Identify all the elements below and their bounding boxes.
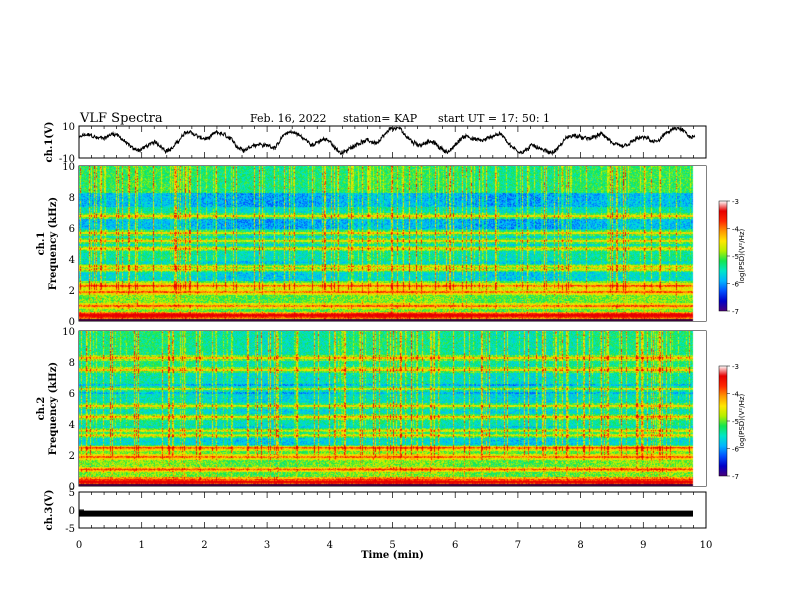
cb1-tick-label: -3 bbox=[732, 198, 739, 206]
x-axis-label: Time (min) bbox=[361, 550, 424, 561]
ch2-colorbar: -3 -4 -5 -6 -7 log(PSD)(V²/Hz) bbox=[718, 363, 746, 481]
cb1-tick-label: -5 bbox=[732, 253, 739, 261]
ch1-ytick-label: -10 bbox=[59, 154, 75, 165]
ch1-colorbar: -3 -4 -5 -6 -7 log(PSD)(V²/Hz) bbox=[718, 198, 746, 316]
cb2-tick-label: -6 bbox=[732, 446, 740, 454]
ch1-waveform-panel: 10 -10 ch.1(V) bbox=[44, 121, 707, 165]
ch2-spec-ytick-label: 10 bbox=[62, 327, 75, 338]
ch1-trace bbox=[78, 125, 696, 157]
ch3-trace bbox=[79, 510, 693, 517]
cb1-tick-label: -4 bbox=[732, 226, 740, 234]
ch3-ytick-label: 5 bbox=[69, 488, 75, 499]
ch3-panel: 5 0 -5 ch.3(V) bbox=[44, 488, 707, 535]
ch3-ytick-label: -5 bbox=[65, 524, 75, 535]
ch1-spec-ylabel: Frequency (kHz) bbox=[48, 197, 59, 290]
ch2-spec-ytick-label: 6 bbox=[69, 389, 75, 400]
ch2-spec-ytick-label: 4 bbox=[69, 420, 75, 431]
cb2-tick-label: -4 bbox=[732, 391, 740, 399]
cb1-tick-label: -6 bbox=[732, 281, 740, 289]
ch1-spec-ytick-label: 10 bbox=[62, 162, 75, 173]
x-tick-label: 10 bbox=[700, 540, 713, 551]
ch1-spec-ytick-label: 6 bbox=[69, 224, 75, 235]
ch1-spec-ytick-label: 0 bbox=[69, 317, 75, 328]
ch2-spec-ytick-label: 0 bbox=[69, 482, 75, 493]
ch2-spectrogram-image bbox=[79, 331, 706, 486]
ch3-ylabel: ch.3(V) bbox=[44, 489, 55, 530]
ch2-spec-ytick-label: 8 bbox=[69, 358, 75, 369]
station-label: station= KAP bbox=[343, 112, 418, 125]
x-tick-label: 9 bbox=[640, 540, 646, 551]
start-time-label: start UT = 17: 50: 1 bbox=[438, 112, 550, 125]
ch1-spec-ytick-label: 2 bbox=[69, 286, 75, 297]
date-label: Feb. 16, 2022 bbox=[250, 112, 327, 125]
x-tick-label: 4 bbox=[327, 540, 333, 551]
x-tick-label: 5 bbox=[389, 540, 395, 551]
ch2-spec-ytick-label: 2 bbox=[69, 451, 75, 462]
ch2-spec-ylabel: Frequency (kHz) bbox=[48, 362, 59, 455]
x-tick-label: 1 bbox=[139, 540, 145, 551]
cb1-bar bbox=[718, 200, 728, 312]
cb2-label: log(PSD)(V²/Hz) bbox=[738, 393, 746, 448]
x-tick-label: 6 bbox=[452, 540, 458, 551]
cb1-tick-label: -7 bbox=[732, 308, 739, 316]
ch1-spec-ylabel-top: ch.1 bbox=[36, 232, 47, 256]
ch2-spec-ylabel-top: ch.2 bbox=[36, 397, 47, 421]
cb1-label: log(PSD)(V²/Hz) bbox=[738, 228, 746, 283]
x-tick-label: 3 bbox=[264, 540, 270, 551]
x-tick-label: 8 bbox=[577, 540, 583, 551]
ch1-spec-ytick-label: 8 bbox=[69, 193, 75, 204]
cb2-tick-label: -5 bbox=[732, 418, 739, 426]
ch3-ytick-label: 0 bbox=[69, 506, 75, 517]
ch1-spec-ytick-label: 4 bbox=[69, 255, 75, 266]
figure-title: VLF Spectra bbox=[79, 111, 163, 126]
ch1-spectrogram-image bbox=[79, 166, 706, 321]
cb2-bar bbox=[718, 365, 728, 477]
ch1-ylabel: ch.1(V) bbox=[44, 121, 55, 162]
ch1-ytick-label: 10 bbox=[62, 122, 75, 133]
x-tick-label: 2 bbox=[201, 540, 207, 551]
cb2-tick-label: -7 bbox=[732, 473, 739, 481]
x-tick-label: 7 bbox=[515, 540, 521, 551]
cb2-tick-label: -3 bbox=[732, 363, 739, 371]
x-tick-label: 0 bbox=[76, 540, 82, 551]
